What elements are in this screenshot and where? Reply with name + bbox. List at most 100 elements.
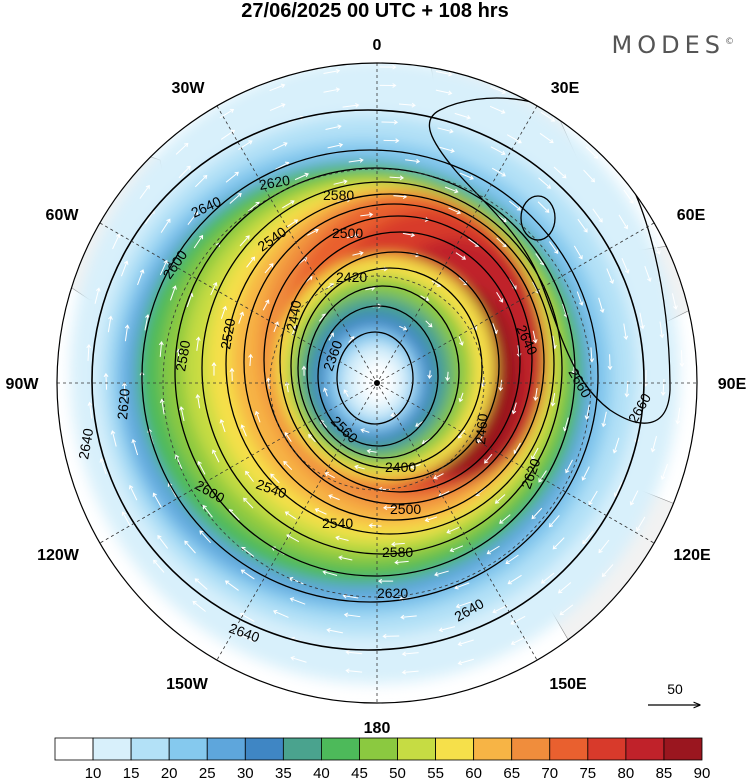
wind-arrow (652, 239, 661, 255)
contour-label: 2580 (382, 544, 413, 560)
wind-arrow (195, 336, 201, 351)
wind-arrow (360, 212, 374, 218)
wind-arrow (552, 537, 565, 550)
contour-2460 (290, 251, 500, 481)
colorbar-tick-label: 20 (161, 765, 178, 782)
colorbar-tick-label: 60 (465, 765, 482, 782)
wind-arrow (565, 459, 573, 474)
wind-arrow (152, 492, 162, 508)
contour-label: 2620 (377, 585, 408, 601)
colorbar-swatch (130, 737, 170, 761)
wind-arrow (424, 516, 438, 523)
wind-arrow (294, 172, 309, 181)
wind-arrow (210, 281, 218, 296)
wind-arrow (449, 545, 464, 553)
wind-arrow (457, 639, 474, 647)
wind-arrow (99, 458, 107, 475)
wind-arrow (559, 604, 574, 616)
colorbar-tick-label: 85 (656, 765, 673, 782)
contour-label: 2540 (322, 515, 353, 531)
lon-label-90w: 90W (6, 376, 40, 393)
wind-arrow (352, 251, 364, 256)
wind-arrow (505, 554, 519, 564)
contour-2600 (174, 167, 576, 577)
wind-arrow (179, 406, 185, 422)
wind-arrow (531, 507, 543, 520)
contour-label: 2580 (323, 187, 354, 203)
wind-arrow (272, 609, 289, 618)
wind-arrow (159, 398, 165, 415)
wind-arrow (508, 200, 522, 211)
colorbar-swatch (92, 737, 132, 761)
wind-arrow (624, 380, 630, 398)
wind-arrow (335, 535, 349, 541)
wind-arrow (224, 580, 239, 591)
contour-label: 2460 (472, 413, 491, 446)
contour-label: 2620 (258, 172, 292, 193)
contour-2560 (225, 193, 555, 535)
wind-arrow (434, 570, 449, 577)
wind-arrow (438, 626, 456, 633)
wind-arrow (379, 83, 397, 88)
lon-label-120e: 120E (673, 547, 711, 564)
contour-label: 2640 (75, 427, 96, 461)
wind-arrow (592, 208, 603, 223)
wind-arrow (169, 285, 177, 301)
wind-arrow (360, 428, 370, 433)
wind-arrow (157, 535, 169, 549)
wind-arrow (401, 669, 419, 675)
wind-arrow (94, 287, 101, 304)
wind-arrow (346, 233, 359, 239)
wind-arrow (494, 494, 506, 504)
wind-arrow (401, 651, 419, 657)
wind-arrow (455, 252, 467, 260)
wind-arrow (194, 578, 208, 590)
wind-arrow (176, 348, 182, 364)
wind-arrow (532, 330, 538, 344)
wind-arrow (289, 597, 306, 605)
wind-arrow (577, 218, 588, 233)
wind-arrow (538, 470, 547, 483)
wind-arrow (86, 344, 92, 361)
colorbar-swatch (206, 737, 246, 761)
wind-arrow (598, 539, 610, 554)
contour-label: 2580 (172, 339, 193, 373)
contour-2400 (317, 305, 439, 447)
wind-arrow (239, 235, 250, 247)
wind-arrow (175, 142, 189, 155)
colorbar-swatch (359, 737, 398, 761)
wind-arrow (486, 545, 500, 555)
wind-arrow (128, 484, 138, 501)
south-pole-marker (374, 380, 380, 386)
map-disk: 2360 2400 2420 2440 2460 2500 2500 2520 … (57, 63, 697, 703)
wind-arrow (184, 540, 196, 554)
wind-arrow (606, 268, 614, 284)
colorbar-swatch (587, 737, 627, 761)
contour-label: 2500 (332, 225, 363, 241)
wind-arrow (107, 315, 113, 333)
wind-arrow (338, 555, 353, 561)
wind-arrow (394, 559, 409, 565)
contour-label: 2400 (385, 459, 416, 475)
contour-2640 (91, 109, 645, 651)
wind-arrow (238, 140, 253, 150)
colorbar-swatch (549, 737, 589, 761)
wind-arrow (158, 341, 164, 357)
colorbar-swatch (397, 737, 436, 761)
wind-arrow (399, 325, 408, 331)
wind-arrow (484, 453, 493, 464)
wind-arrow (269, 103, 286, 111)
colorbar-swatch (244, 737, 284, 761)
wind-arrow (120, 260, 129, 277)
wind-arrow (585, 146, 599, 159)
wind-arrow (286, 219, 299, 228)
wind-arrow (254, 410, 261, 423)
wind-arrow (345, 668, 363, 674)
wind-arrow (548, 241, 559, 254)
wind-arrow (644, 265, 652, 283)
wind-arrow (537, 201, 550, 213)
wind-arrow (582, 530, 594, 545)
wind-arrow (583, 169, 596, 183)
wind-arrow (272, 142, 288, 151)
